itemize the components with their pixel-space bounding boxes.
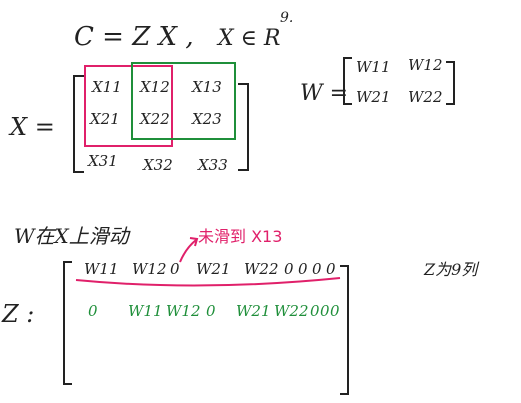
x-cell-23: X23	[191, 110, 222, 128]
z-row1-cell-2: W12	[132, 260, 167, 278]
w-cell-21: W21	[356, 88, 391, 106]
z-row2-cell-6: W22	[274, 302, 309, 320]
x-cell-32: X32	[142, 156, 173, 174]
z-left-bracket	[64, 262, 72, 384]
x-cell-21: X21	[89, 110, 120, 128]
w-cell-11: W11	[356, 58, 391, 76]
z-row1-cell-5: W22	[244, 260, 279, 278]
equation-domain: X ∈ R	[216, 26, 281, 51]
z-row2-cell-8: 0	[320, 302, 330, 320]
w-matrix-label: W =	[300, 81, 348, 106]
z-row1-cell-7: 0	[298, 260, 308, 278]
z-row1-cell-3: 0	[170, 260, 180, 278]
z-right-bracket	[340, 266, 348, 394]
x-matrix-label: X =	[8, 113, 55, 141]
z-row2-cell-4: 0	[206, 302, 216, 320]
z-row1-cell-6: 0	[284, 260, 294, 278]
z-row1-cell-4: W21	[196, 260, 231, 278]
z-row2-cell-1: 0	[88, 302, 98, 320]
w-right-bracket	[446, 62, 454, 104]
equation-text: C = Z X ,	[74, 22, 194, 52]
z-row1-cell-9: 0	[326, 260, 336, 278]
x-left-bracket	[74, 76, 84, 172]
z-row2-cell-2: W11	[128, 302, 163, 320]
equation-exponent: 9.	[280, 10, 293, 26]
z-row1-cell-1: W11	[84, 260, 119, 278]
z-row2-cell-9: 0	[330, 302, 340, 320]
x-cell-22: X22	[139, 110, 170, 128]
w-cell-12: W12	[408, 56, 443, 74]
z-matrix-label: Z :	[1, 300, 34, 328]
sliding-note: W在X上滑动	[14, 224, 131, 248]
side-note: Z为9列	[423, 260, 480, 279]
pink-note: 未滑到 X13	[198, 227, 282, 246]
pink-arrow	[180, 240, 196, 262]
pink-underline	[76, 278, 340, 286]
z-row2-cell-3: W12	[166, 302, 201, 320]
x-right-bracket	[238, 84, 248, 170]
x-cell-11: X11	[91, 78, 122, 96]
z-row2-cell-7: 0	[310, 302, 320, 320]
x-cell-31: X31	[87, 152, 118, 170]
x-cell-12: X12	[139, 78, 170, 96]
w-cell-22: W22	[408, 88, 443, 106]
z-row1-cell-8: 0	[312, 260, 322, 278]
z-row2-cell-5: W21	[236, 302, 271, 320]
x-cell-13: X13	[191, 78, 222, 96]
x-cell-33: X33	[197, 156, 228, 174]
